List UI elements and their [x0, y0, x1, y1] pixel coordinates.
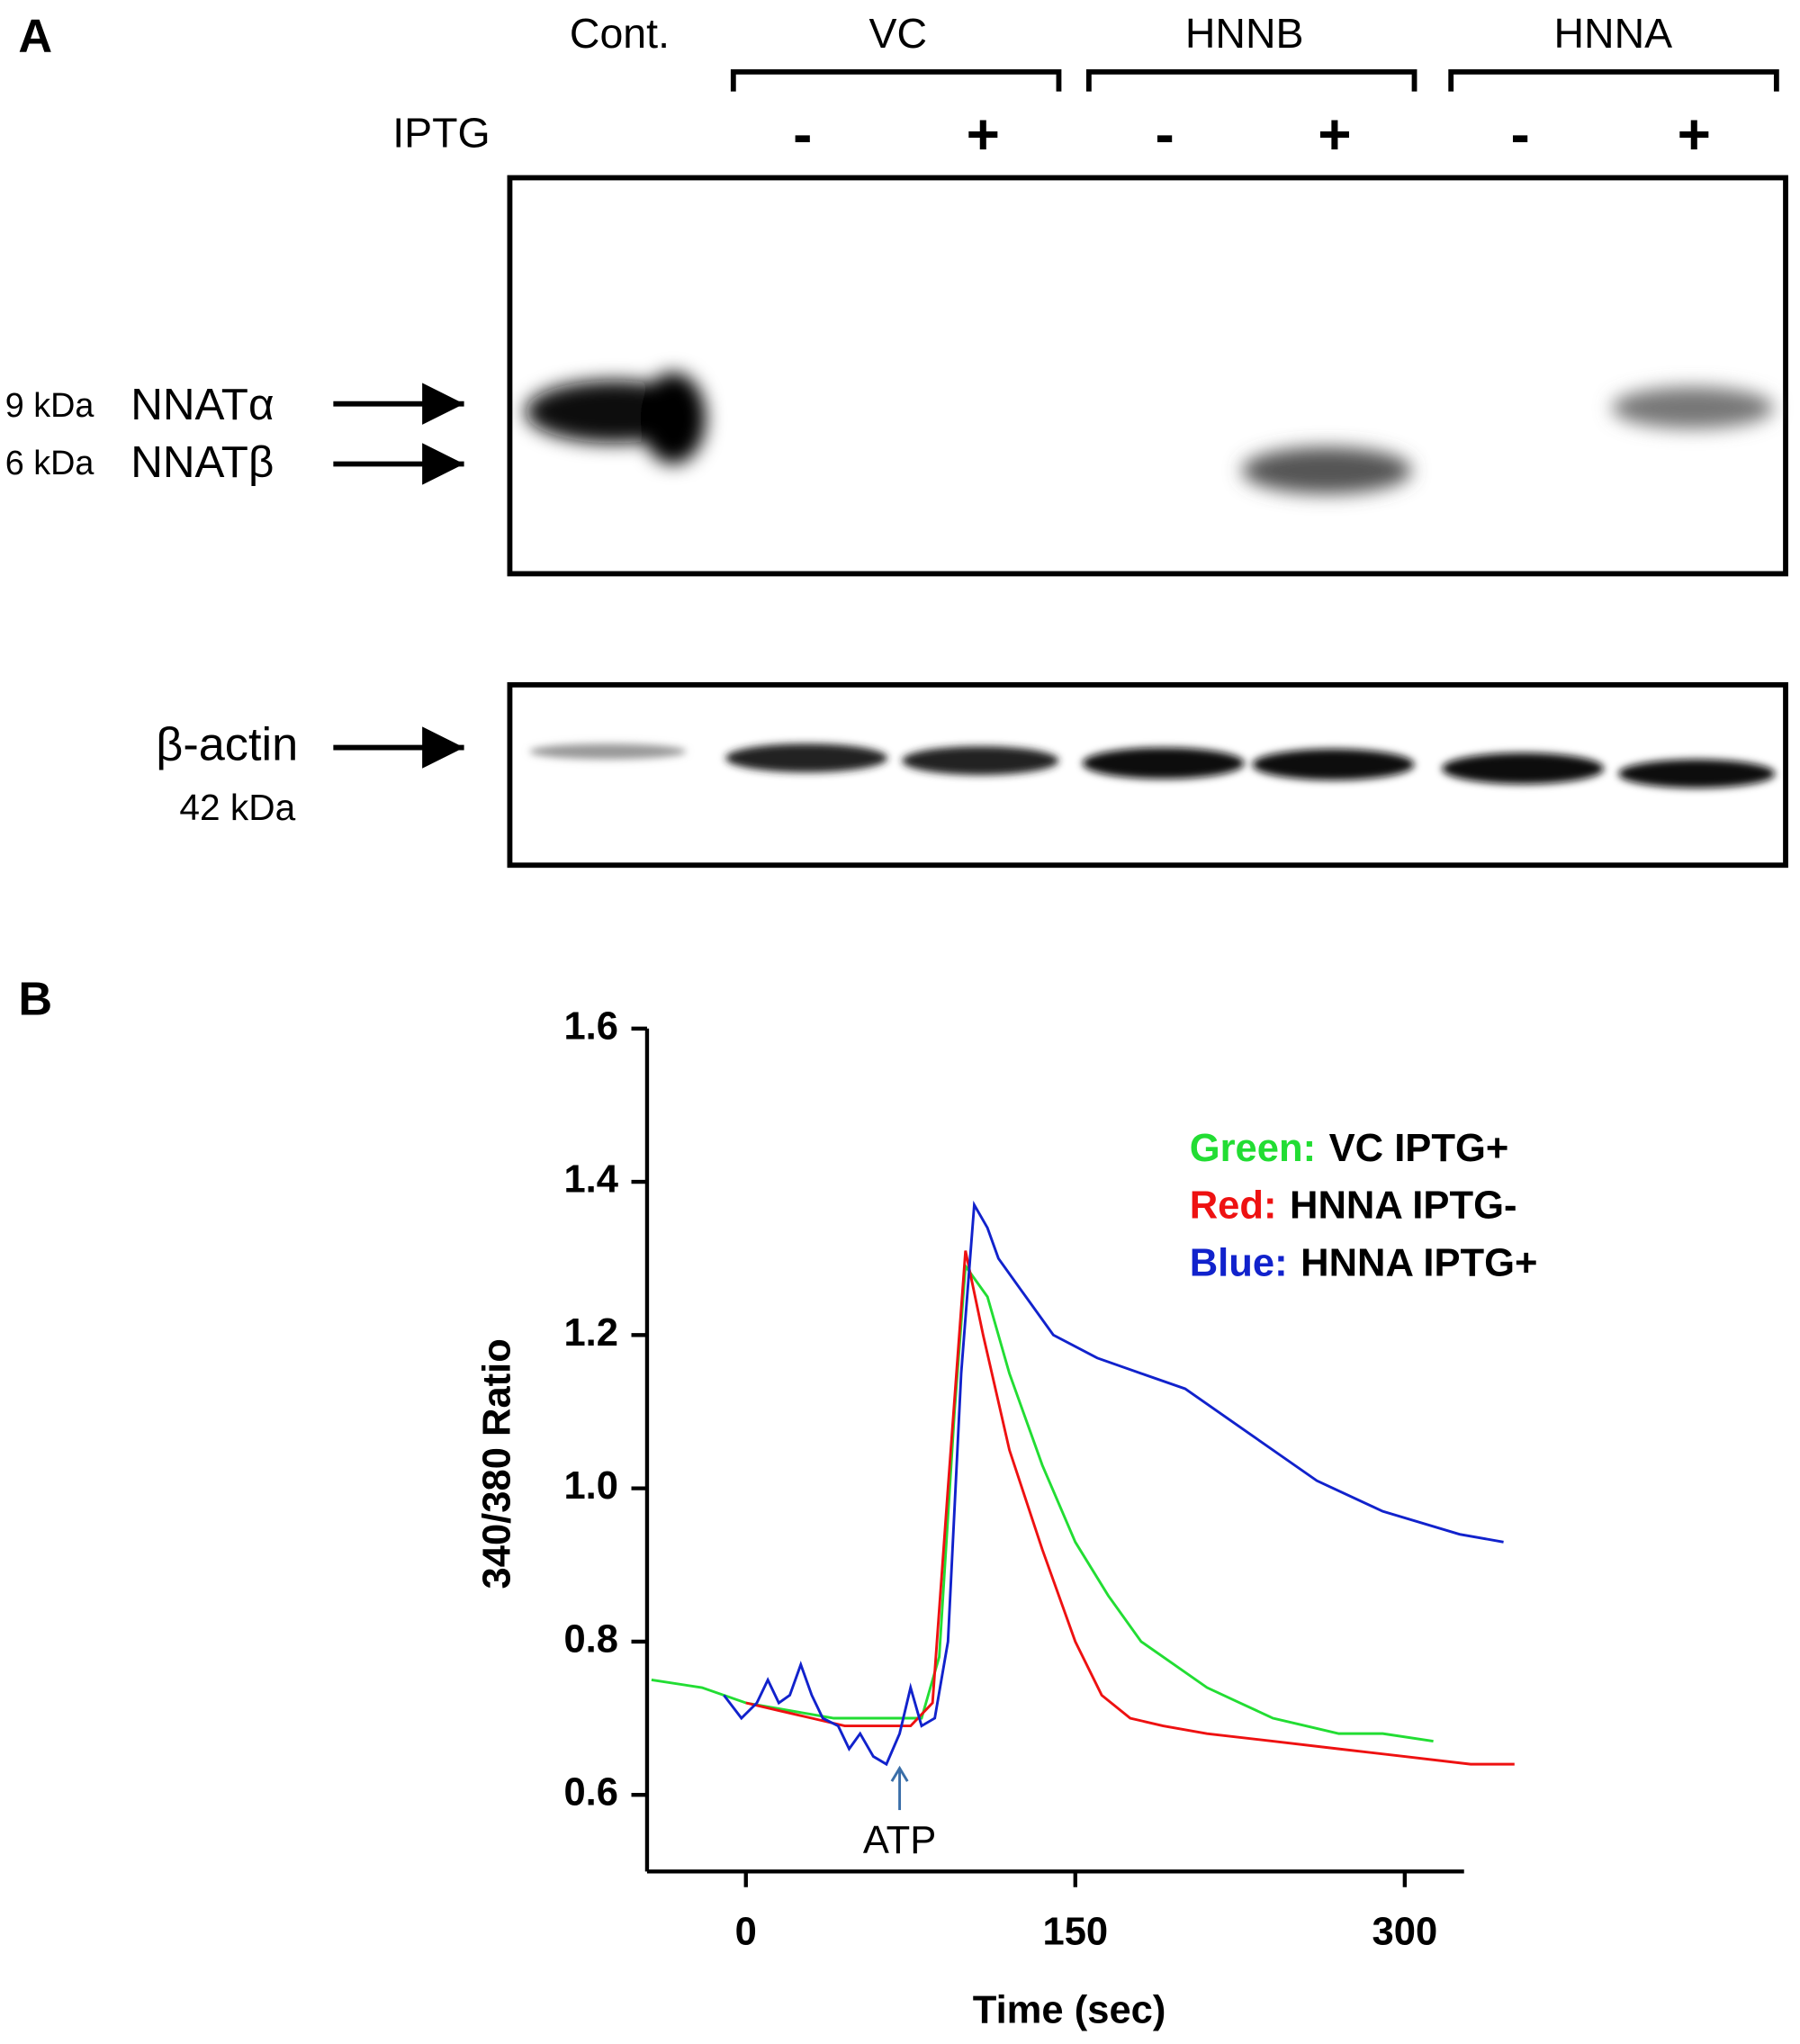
annotation: ATP	[863, 1819, 936, 1862]
marker-size: 9 kDa	[5, 386, 94, 424]
y-tick-label: 1.4	[563, 1158, 618, 1202]
y-tick-label: 1.0	[563, 1464, 618, 1508]
actin-bands	[529, 743, 1776, 788]
panel-label: A	[18, 10, 52, 62]
y-axis-title: 340/380 Ratio	[475, 1338, 518, 1589]
legend-label: Blue:	[1190, 1241, 1288, 1284]
group-label: VC	[869, 10, 928, 57]
legend-label: Green:	[1190, 1126, 1316, 1169]
legend-entry: Green: VC IPTG+	[1190, 1126, 1509, 1169]
sign: +	[1678, 102, 1711, 167]
group-label: HNNB	[1185, 10, 1304, 57]
legend-name: VC IPTG+	[1329, 1126, 1509, 1169]
series-line	[745, 1250, 1515, 1766]
blot	[507, 175, 1788, 577]
iptg-label: IPTG	[392, 109, 490, 156]
marker-name: NNATβ	[130, 437, 274, 487]
sign: +	[967, 102, 1000, 167]
x-tick-label: 300	[1372, 1911, 1438, 1954]
series-line	[723, 1200, 1504, 1767]
actin-size: 42 kDa	[179, 787, 295, 828]
group-label: HNNA	[1553, 10, 1672, 57]
panel-label: B	[18, 974, 52, 1026]
legend-name: HNNA IPTG+	[1300, 1241, 1537, 1284]
sign: -	[1511, 102, 1530, 167]
series-line	[651, 1262, 1434, 1742]
y-tick-label: 0.8	[563, 1617, 618, 1661]
y-tick-label: 0.6	[563, 1771, 618, 1814]
group-brackets	[730, 68, 1779, 92]
y-tick-label: 1.2	[563, 1311, 618, 1355]
annotation-arrowhead	[890, 1765, 909, 1782]
lane-label: Cont.	[570, 10, 670, 57]
legend-entry: Red: HNNA IPTG-	[1190, 1184, 1517, 1227]
sign: -	[1155, 102, 1174, 167]
legend-label: Red:	[1190, 1184, 1277, 1227]
bands	[525, 372, 1774, 494]
sign: -	[793, 102, 812, 167]
legend-entry: Blue: HNNA IPTG+	[1190, 1241, 1538, 1284]
actin-label: β-actin	[156, 718, 298, 770]
x-axis-title: Time (sec)	[973, 1989, 1166, 2032]
y-tick-label: 1.6	[563, 1004, 618, 1048]
x-tick-label: 0	[735, 1911, 757, 1954]
marker-name: NNATα	[130, 380, 274, 429]
marker-size: 6 kDa	[5, 444, 94, 482]
legend-name: HNNA IPTG-	[1290, 1184, 1516, 1227]
sign: +	[1318, 102, 1351, 167]
x-tick-label: 150	[1042, 1911, 1108, 1954]
